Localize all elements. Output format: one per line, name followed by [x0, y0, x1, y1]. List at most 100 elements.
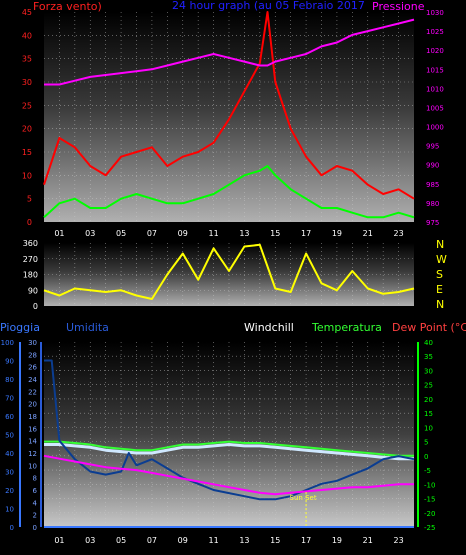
wind-axis-label: Forza vento) — [33, 0, 102, 13]
rain-tick-label: 20 — [5, 487, 14, 495]
rain-label: Pioggia — [0, 321, 40, 334]
compass-letter: W — [436, 253, 447, 266]
rain-tick-label: 100 — [1, 339, 14, 347]
temperature-label: Temperatura — [311, 321, 382, 334]
wind-series — [43, 11, 415, 219]
temperature-line — [44, 440, 414, 457]
pressure-tick-label: 1000 — [426, 124, 444, 132]
humidity-tick-label: 26 — [28, 364, 37, 372]
direction-tick-label: 360 — [23, 239, 38, 248]
gust-line — [43, 11, 415, 200]
rain-tick-label: 80 — [5, 376, 14, 384]
dewpoint-label: Dew Point (°C) — [392, 321, 466, 334]
temperature-tick-label: 35 — [424, 353, 433, 361]
pressure-tick-label: 980 — [426, 200, 439, 208]
windchill-line — [44, 443, 414, 461]
rain-axis-ticks: 0 10 20 30 40 50 60 70 80 90 100 — [1, 339, 21, 532]
hour-tick-label-bottom: 03 — [85, 536, 95, 545]
rain-tick-label: 60 — [5, 413, 14, 421]
pressure-tick-label: 1005 — [426, 104, 444, 112]
hour-tick-label: 17 — [301, 229, 311, 238]
temperature-tick-label: -5 — [424, 467, 431, 475]
hour-tick-label-bottom: 23 — [393, 536, 403, 545]
temperature-tick-label: -15 — [424, 496, 435, 504]
humidity-tick-label: 8 — [33, 475, 37, 483]
rain-tick-label: 50 — [5, 432, 14, 440]
temperature-tick-label: 20 — [424, 396, 433, 404]
temperature-tick-label: 40 — [424, 339, 433, 347]
temperature-tick-label: 15 — [424, 410, 433, 418]
compass-letter: N — [436, 298, 444, 311]
rain-tick-label: 90 — [5, 358, 14, 366]
wind-average-line — [43, 165, 415, 219]
temperature-tick-label: 5 — [424, 439, 428, 447]
humidity-tick-label: 0 — [33, 524, 37, 532]
humidity-tick-label: 16 — [28, 425, 37, 433]
humidity-tick-label: 10 — [28, 462, 37, 470]
humidity-line — [44, 359, 415, 501]
wind-tick-label: 20 — [22, 125, 32, 134]
hour-tick-label-bottom: 21 — [363, 536, 373, 545]
temperature-tick-label: 10 — [424, 424, 433, 432]
hour-tick-label-bottom: 13 — [239, 536, 249, 545]
hour-tick-label-bottom: 19 — [332, 536, 342, 545]
pressure-tick-label: 975 — [426, 219, 439, 227]
pressure-tick-label: 985 — [426, 181, 439, 189]
humidity-tick-label: 22 — [28, 388, 37, 396]
humidity-tick-label: 20 — [28, 401, 37, 409]
direction-grid — [44, 243, 414, 306]
hour-tick-label: 19 — [332, 229, 342, 238]
hour-tick-label: 07 — [147, 229, 157, 238]
wind-tick-label: 5 — [27, 195, 32, 204]
direction-axis-ticks: 0 90 180 270 360 — [23, 239, 38, 311]
temperature-tick-label: 25 — [424, 382, 433, 390]
direction-tick-label: 180 — [23, 271, 38, 280]
direction-tick-label: 270 — [23, 255, 38, 264]
temperature-grid — [44, 342, 414, 527]
compass-letter: S — [436, 268, 443, 281]
rain-tick-label: 40 — [5, 450, 14, 458]
hour-tick-label-bottom: 01 — [54, 536, 64, 545]
hour-tick-label: 13 — [239, 229, 249, 238]
humidity-tick-label: 14 — [28, 438, 37, 446]
humidity-tick-label: 6 — [33, 487, 38, 495]
hour-tick-label-bottom: 05 — [116, 536, 126, 545]
hour-tick-label-bottom: 07 — [147, 536, 157, 545]
rain-tick-label: 0 — [10, 524, 14, 532]
compass-letter: N — [436, 238, 444, 251]
temperature-tick-label: -10 — [424, 481, 435, 489]
humidity-tick-label: 28 — [28, 351, 37, 359]
pressure-tick-label: 1025 — [426, 28, 444, 36]
hour-tick-label: 09 — [178, 229, 188, 238]
humidity-tick-label: 30 — [28, 339, 37, 347]
pressure-axis-ticks: 975 980 985 990 995 1000 1005 1010 1015 1020 1025 1… — [426, 9, 444, 227]
hour-tick-label: 23 — [393, 229, 403, 238]
pressure-tick-label: 1030 — [426, 9, 444, 17]
temperature-axis-ticks: -25 -20 -15 -10 -5 0 5 10 15 20 25 30 35 40 — [417, 339, 435, 532]
pressure-tick-label: 1010 — [426, 85, 444, 93]
temperature-series: Sun Set — [43, 359, 415, 528]
wind-tick-label: 25 — [22, 101, 32, 110]
humidity-tick-label: 18 — [28, 413, 37, 421]
wind-tick-label: 35 — [22, 55, 32, 64]
temperature-tick-label: -25 — [424, 524, 435, 532]
hour-tick-label-bottom: 17 — [301, 536, 311, 545]
wind-tick-label: 45 — [22, 8, 32, 17]
humidity-tick-label: 2 — [33, 512, 37, 520]
rain-tick-label: 30 — [5, 469, 14, 477]
temperature-tick-label: -20 — [424, 510, 435, 518]
pressure-tick-label: 990 — [426, 162, 439, 170]
hour-tick-label: 01 — [54, 229, 64, 238]
wind-axis-ticks: 0 5 10 15 20 25 30 35 40 45 — [22, 8, 32, 227]
temperature-tick-label: 30 — [424, 367, 433, 375]
direction-series — [43, 243, 415, 300]
pressure-tick-label: 1020 — [426, 47, 444, 55]
temperature-tick-label: 0 — [424, 453, 428, 461]
hour-tick-label: 03 — [85, 229, 95, 238]
dewpoint-line — [43, 454, 414, 496]
direction-tick-label: 0 — [33, 302, 38, 311]
wind-tick-label: 10 — [22, 171, 32, 180]
pressure-tick-label: 1015 — [426, 66, 444, 74]
